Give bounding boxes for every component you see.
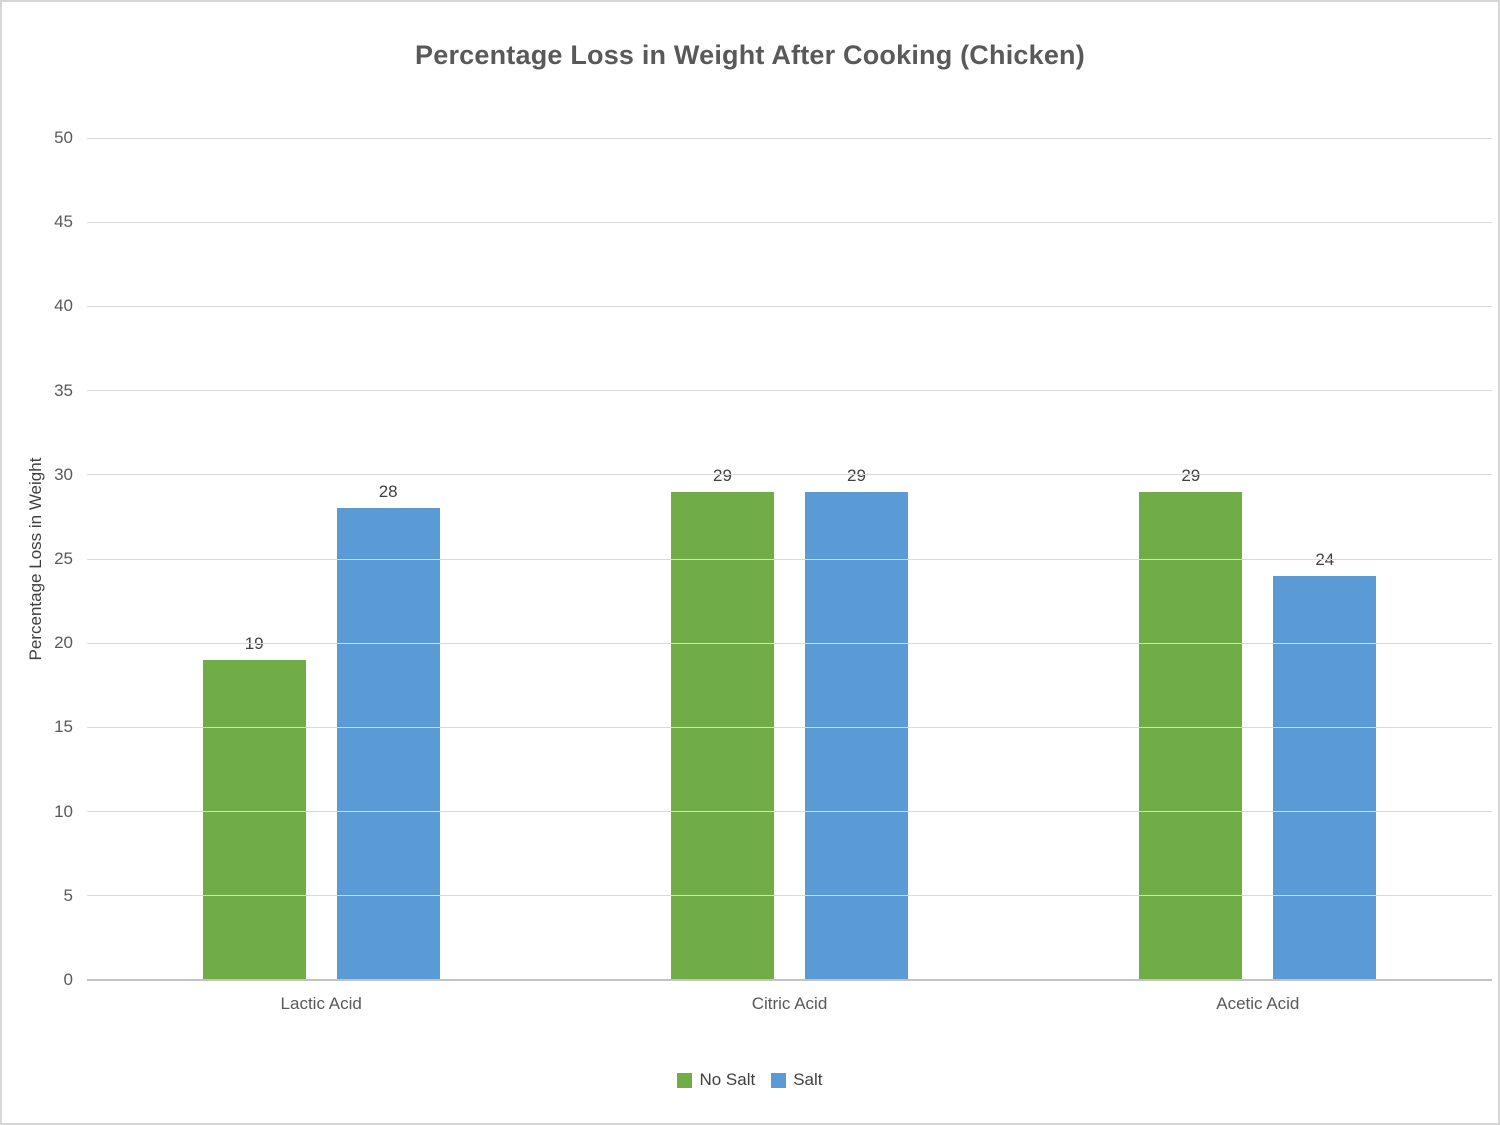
x-category-label-lactic-acid: Lactic Acid <box>280 994 362 1013</box>
bar-wrap-no-salt-acetic-acid: 29 <box>1139 138 1243 980</box>
y-tick-label-10: 10 <box>54 801 73 821</box>
data-label-no-salt-lactic-acid: 19 <box>244 634 264 654</box>
bar-wrap-no-salt-citric-acid: 29 <box>670 138 774 980</box>
bar-wrap-salt-lactic-acid: 28 <box>336 138 440 980</box>
data-label-salt-citric-acid: 29 <box>847 465 866 485</box>
gridline-y-30 <box>87 474 1492 476</box>
bar-no-salt-acetic-acid <box>1139 491 1243 980</box>
gridline-y-20 <box>87 642 1492 644</box>
y-tick-label-50: 50 <box>54 128 73 147</box>
bar-salt-lactic-acid <box>336 508 440 980</box>
chart-title: Percentage Loss in Weight After Cooking … <box>415 40 1085 70</box>
gridline-y-25 <box>87 558 1492 560</box>
y-tick-label-15: 15 <box>54 717 73 737</box>
gridline-y-45 <box>87 221 1492 223</box>
legend-item-salt: Salt <box>771 1070 823 1090</box>
legend: No Salt Salt <box>2 1070 1498 1090</box>
data-label-salt-acetic-acid: 24 <box>1315 549 1335 569</box>
gridline-y-40 <box>87 305 1492 307</box>
bar-group-citric-acid: 29 29 <box>555 138 1023 980</box>
gridline-y-50 <box>87 137 1492 139</box>
x-category-label-citric-acid: Citric Acid <box>751 994 828 1013</box>
bar-group-lactic-acid: 19 28 <box>87 138 555 980</box>
y-tick-label-45: 45 <box>54 212 73 232</box>
bar-salt-acetic-acid <box>1273 575 1377 980</box>
gridline-y-15 <box>87 726 1492 728</box>
gridline-y-35 <box>87 390 1492 392</box>
data-label-no-salt-acetic-acid: 29 <box>1181 465 1201 485</box>
gridline-y-10 <box>87 811 1492 813</box>
bar-no-salt-lactic-acid <box>202 660 306 980</box>
x-axis-labels: Lactic Acid Citric Acid Acetic Acid <box>87 994 1492 1014</box>
data-label-no-salt-citric-acid: 29 <box>713 465 732 485</box>
y-tick-label-0: 0 <box>63 970 73 989</box>
x-category-label-acetic-acid: Acetic Acid <box>1216 994 1300 1013</box>
y-tick-label-30: 30 <box>54 464 73 484</box>
data-label-salt-lactic-acid: 28 <box>378 482 398 502</box>
bar-salt-citric-acid <box>804 491 908 980</box>
bar-no-salt-citric-acid <box>670 491 774 980</box>
legend-label-salt: Salt <box>793 1070 823 1089</box>
y-tick-label-35: 35 <box>54 380 73 400</box>
x-axis-line <box>87 979 1492 981</box>
y-tick-label-25: 25 <box>54 549 73 568</box>
legend-swatch-icon-no-salt <box>677 1072 693 1088</box>
plot-area: 19 28 29 29 29 24 0 5 10 15 20 25 30 35 40 45 50 <box>54 128 1492 989</box>
legend-item-no-salt: No Salt <box>677 1070 755 1090</box>
legend-swatch-icon-salt <box>771 1072 787 1088</box>
y-tick-label-5: 5 <box>63 885 73 905</box>
legend-label-no-salt: No Salt <box>699 1070 756 1089</box>
bar-wrap-salt-citric-acid: 29 <box>804 138 908 980</box>
y-tick-label-20: 20 <box>54 633 73 653</box>
bar-wrap-no-salt-lactic-acid: 19 <box>202 138 306 980</box>
gridline-y-5 <box>87 895 1492 897</box>
y-tick-label-40: 40 <box>54 296 73 316</box>
